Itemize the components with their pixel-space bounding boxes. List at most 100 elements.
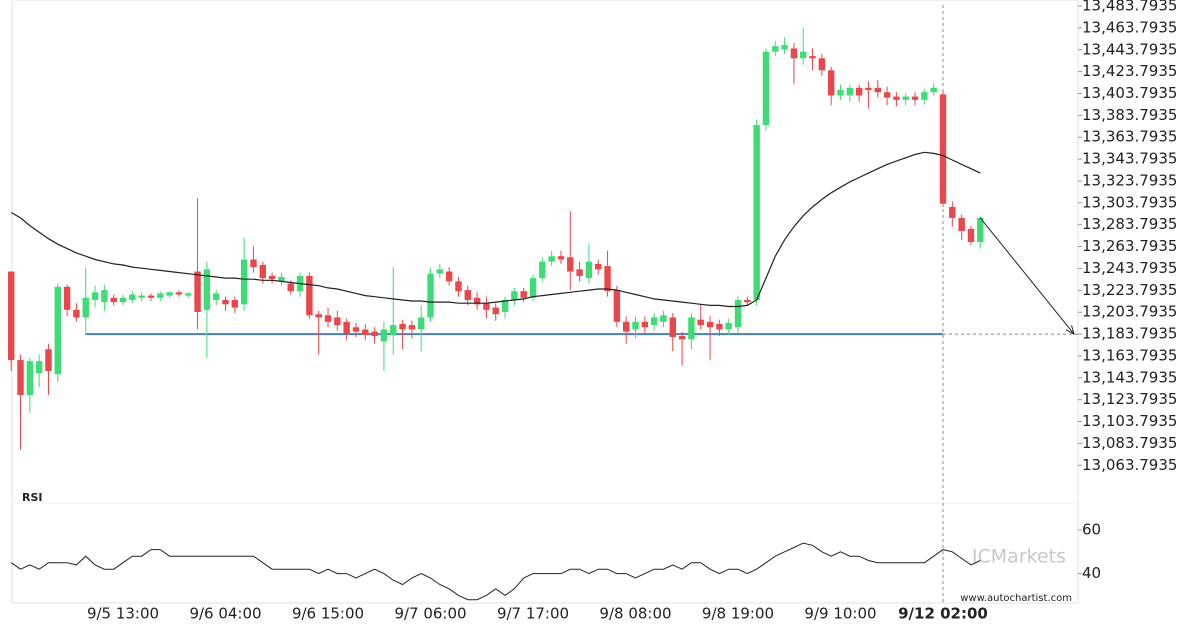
x-tick-label: 9/8 08:00 [599, 605, 671, 623]
candle-body [35, 361, 43, 374]
y-tick-label: 13,343.7935 [1082, 150, 1177, 168]
candle-body [119, 297, 127, 303]
y-tick-label: 13,163.7935 [1082, 346, 1177, 364]
candle-body [660, 315, 667, 322]
candle-body [492, 307, 499, 315]
candle-body [334, 317, 341, 326]
candle-body [706, 321, 714, 328]
candle-body [371, 331, 378, 337]
y-tick-label: 13,183.7935 [1082, 325, 1177, 343]
candle-body [166, 292, 173, 296]
candle-body [101, 290, 108, 303]
candle-body [63, 286, 71, 310]
candle-body [129, 294, 136, 300]
candle-body [977, 217, 984, 242]
candle-body [529, 278, 537, 298]
candle-body [725, 322, 732, 330]
y-tick-label: 13,083.7935 [1082, 434, 1177, 452]
candle-body [790, 48, 798, 59]
candle-body [604, 266, 611, 292]
candle-body [520, 291, 527, 298]
candle-body [147, 295, 155, 298]
candle-body [893, 96, 900, 100]
candle-body [315, 314, 322, 318]
x-tick-label: 9/6 15:00 [292, 605, 364, 623]
candle-body [911, 96, 919, 100]
candle-body [26, 361, 34, 396]
rsi-label: RSI [22, 491, 43, 504]
candle-body [855, 87, 863, 96]
plot-frame [11, 0, 1079, 604]
candle-body [539, 261, 546, 279]
y-tick-label: 13,123.7935 [1082, 390, 1177, 408]
x-tick-label: 9/6 04:00 [189, 605, 261, 623]
y-tick-label: 13,263.7935 [1082, 237, 1177, 255]
candle-body [688, 317, 695, 340]
candle-body [110, 297, 117, 303]
candle-body [595, 263, 602, 270]
candle-body [669, 317, 676, 338]
candle-body [73, 309, 80, 318]
footer: www.autochartist.com [960, 593, 1072, 604]
rsi-tick-label: 60 [1082, 521, 1101, 539]
candle-body [8, 271, 15, 361]
watermark: ICMarkets [972, 546, 1066, 568]
x-tick-label: 9/9 10:00 [804, 605, 876, 623]
y-tick-label: 13,203.7935 [1082, 303, 1177, 321]
candle-body [455, 281, 462, 292]
y-tick-label: 13,483.7935 [1082, 0, 1177, 15]
candle-body [268, 275, 276, 280]
x-tick-label: 9/7 06:00 [394, 605, 466, 623]
candle-body [306, 275, 313, 316]
candle-body [865, 87, 872, 90]
candle-body [417, 317, 425, 330]
candle-body [203, 269, 211, 310]
candle-body [473, 297, 481, 305]
y-tick-label: 13,303.7935 [1082, 193, 1177, 211]
y-tick-label: 13,323.7935 [1082, 171, 1177, 189]
y-tick-label: 13,103.7935 [1082, 412, 1177, 430]
candle-body [753, 124, 760, 300]
x-tick-label: 9/5 13:00 [87, 605, 159, 623]
y-tick-label: 13,423.7935 [1082, 62, 1177, 80]
candle-body [846, 87, 854, 96]
candle-body [809, 56, 816, 59]
candle-body [157, 293, 164, 298]
y-tick-label: 13,403.7935 [1082, 84, 1177, 102]
candle-body [324, 315, 332, 322]
candle-body [54, 286, 61, 375]
candle-body [511, 291, 518, 300]
y-tick-label: 13,223.7935 [1082, 281, 1177, 299]
candle-body [82, 297, 89, 318]
candle-body [678, 336, 686, 340]
candle-body [45, 349, 52, 372]
candle-body [772, 46, 779, 52]
candle-body [883, 92, 891, 98]
y-tick-label: 13,383.7935 [1082, 106, 1177, 124]
x-tick-label: 9/7 17:00 [497, 605, 569, 623]
candle-body [641, 321, 649, 328]
candle-body [436, 269, 444, 274]
candle-body [352, 327, 360, 332]
candle-body [212, 293, 220, 300]
y-tick-label: 13,463.7935 [1082, 18, 1177, 36]
candle-body [175, 292, 183, 295]
candle-body [818, 58, 826, 71]
candle-body [967, 228, 975, 242]
candle-body [231, 299, 239, 308]
candle-body [427, 273, 434, 318]
candle-body [464, 290, 471, 300]
candle-body [837, 89, 844, 96]
candle-body [939, 94, 947, 204]
candle-body [697, 319, 704, 326]
y-tick-label: 13,363.7935 [1082, 128, 1177, 146]
candle-body [744, 299, 751, 303]
y-tick-label: 13,443.7935 [1082, 40, 1177, 58]
candle-body [343, 321, 350, 334]
candle-body [576, 269, 583, 276]
candle-body [557, 256, 565, 260]
candle-body [408, 325, 416, 330]
candle-body [390, 325, 397, 335]
candle-body [949, 207, 956, 218]
